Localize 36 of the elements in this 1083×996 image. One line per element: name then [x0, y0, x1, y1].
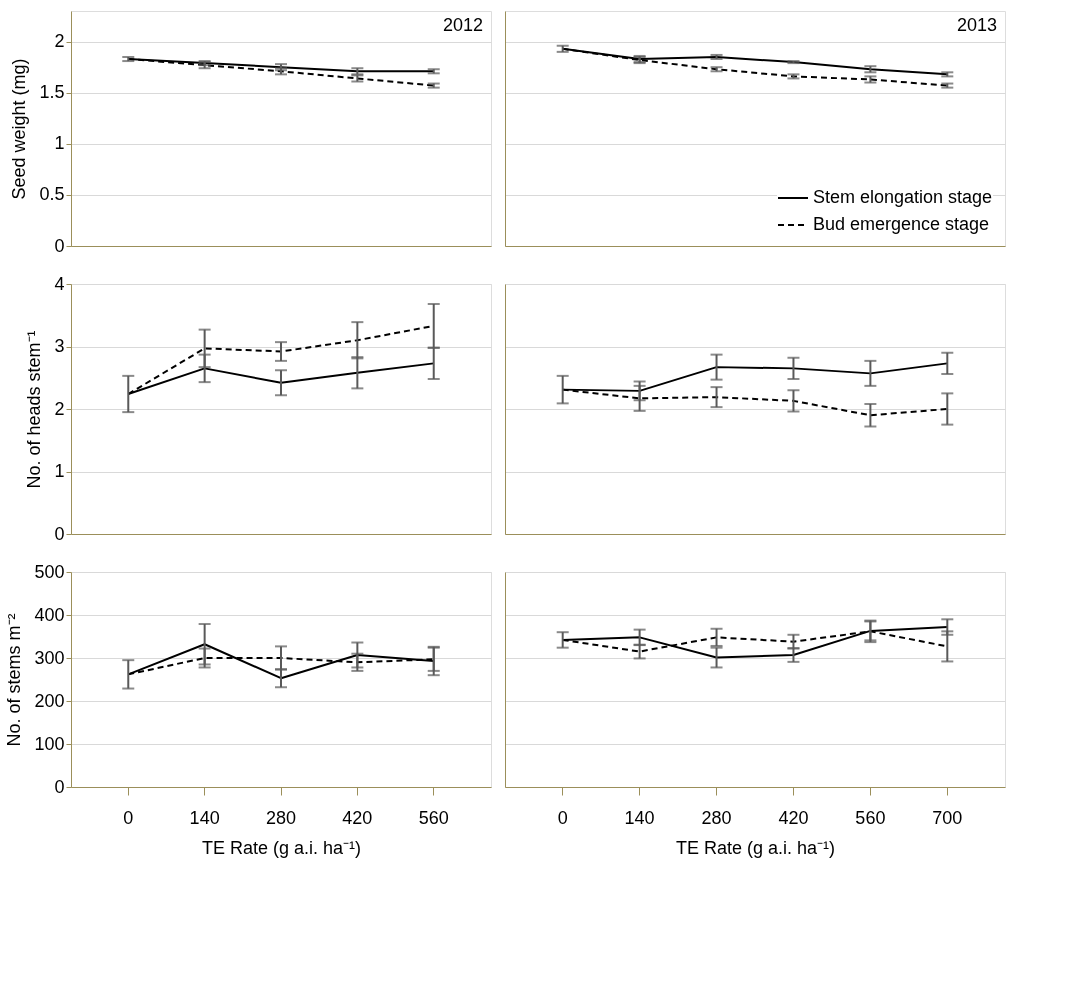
y-axis-title: No. of heads stem⁻¹ — [24, 330, 45, 489]
x-tick-label: 140 — [189, 807, 220, 828]
y-tick-label: 0.5 — [39, 184, 65, 205]
x-tick-label: 560 — [855, 807, 886, 828]
y-tick-label: 3 — [54, 336, 65, 356]
x-axis-title: TE Rate (g a.i. ha⁻¹) — [675, 837, 836, 858]
annotation: 2012 — [442, 15, 483, 35]
x-tick-label: 700 — [932, 807, 963, 828]
y-tick-label: 1 — [54, 461, 65, 481]
x-tick-label: 0 — [557, 807, 568, 828]
x-tick-label: 560 — [418, 807, 449, 828]
y-tick-label: 2 — [54, 31, 65, 52]
y-tick-label: 1 — [54, 133, 65, 154]
y-tick-label: 100 — [34, 733, 65, 754]
legend-label: Bud emergence stage — [813, 214, 990, 234]
y-tick-label: 300 — [34, 647, 65, 668]
y-tick-label: 1.5 — [39, 82, 65, 103]
x-tick-label: 0 — [123, 807, 134, 828]
x-tick-label: 280 — [265, 807, 297, 828]
x-tick-label: 420 — [778, 807, 809, 828]
annotation: 2013 — [956, 15, 997, 35]
y-tick-label: 200 — [34, 690, 65, 711]
y-tick-label: 0 — [54, 235, 65, 256]
y-axis-title: No. of stems m⁻² — [4, 613, 25, 747]
y-tick-label: 2 — [54, 398, 65, 419]
y-tick-label: 0 — [54, 776, 65, 797]
y-tick-label: 4 — [54, 273, 65, 294]
y-tick-label: 0 — [54, 523, 65, 544]
x-tick-label: 140 — [624, 807, 655, 828]
legend-label: Stem elongation stage — [813, 187, 993, 207]
x-axis-title: TE Rate (g a.i. ha⁻¹) — [201, 837, 362, 858]
x-tick-label: 280 — [701, 807, 732, 828]
x-tick-label: 420 — [342, 807, 373, 828]
y-tick-label: 500 — [34, 561, 65, 582]
y-axis-title: Seed weight (mg) — [9, 58, 30, 200]
y-tick-label: 400 — [34, 604, 65, 625]
